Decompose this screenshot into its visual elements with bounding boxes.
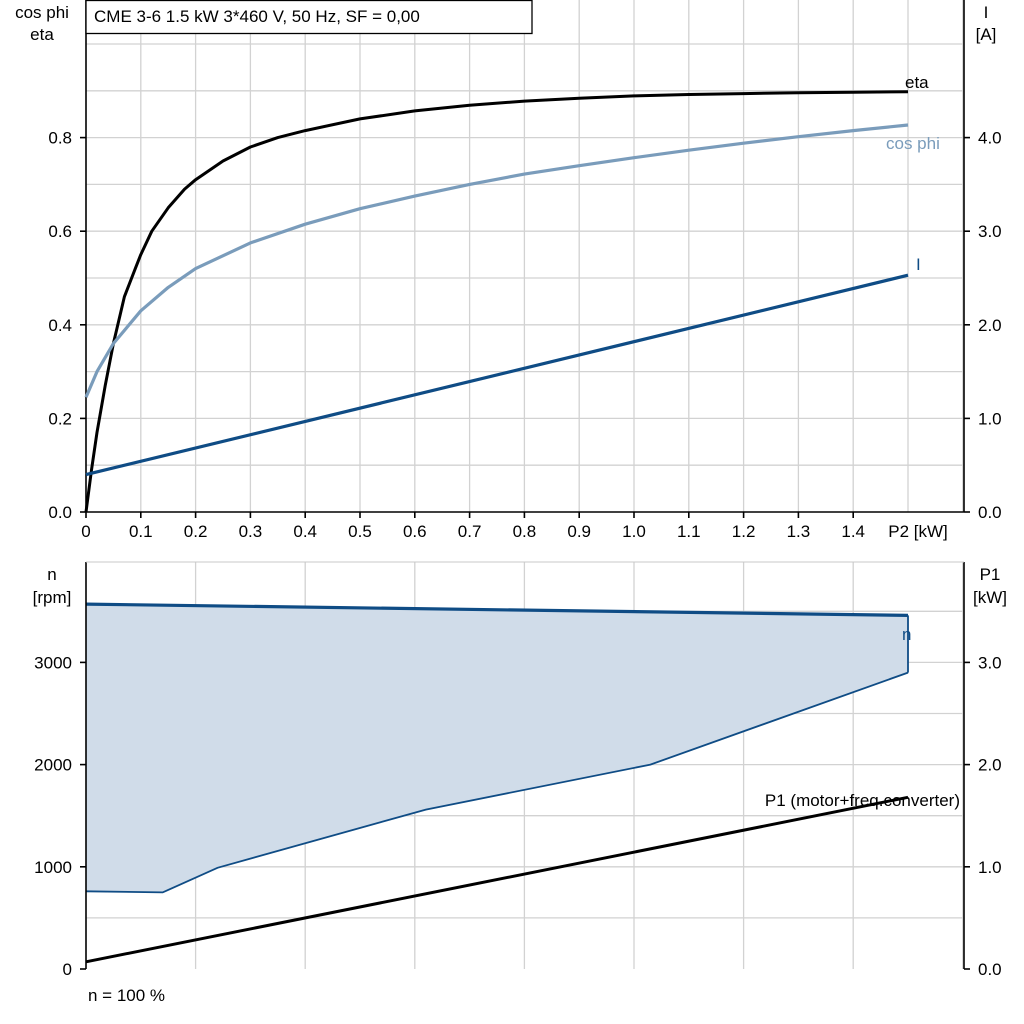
right-tick-label: 4.0 (978, 129, 1002, 148)
left-tick-label: 0.2 (48, 409, 72, 428)
n-lower-line (85, 671, 909, 894)
x-tick-label: 0.2 (184, 522, 208, 541)
title-box (85, 0, 533, 35)
chart-title: CME 3-6 1.5 kW 3*460 V, 50 Hz, SF = 0,00 (94, 7, 420, 26)
x-tick-label: 1.3 (787, 522, 811, 541)
left-axis-title-line2: eta (30, 25, 54, 44)
right-tick-label: 1.0 (978, 409, 1002, 428)
left-tick-label: 0.0 (48, 503, 72, 522)
bottom-right-tick-label: 1.0 (978, 858, 1002, 877)
x-tick-label: 0.7 (458, 522, 482, 541)
left-tick-label: 0.4 (48, 316, 72, 335)
x-tick-label: 0 (81, 522, 90, 541)
bottom-right-axis-title-line1: P1 (980, 565, 1001, 584)
x-tick-label: 0.4 (293, 522, 317, 541)
x-tick-label: 0.5 (348, 522, 372, 541)
bottom-left-tick-label: 3000 (34, 653, 72, 672)
bottom-right-axis-title-line2: [kW] (973, 588, 1007, 607)
series-label-p1: P1 (motor+freq.converter) (765, 791, 960, 810)
series-line-p1 (85, 795, 909, 964)
x-axis-unit-label: P2 [kW] (888, 522, 948, 541)
series-label-i: I (916, 255, 921, 274)
left-tick-label: 0.8 (48, 129, 72, 148)
bottom-left-axis-title-line1: n (47, 565, 56, 584)
x-tick-label: 0.1 (129, 522, 153, 541)
bottom-left-tick-label: 0 (63, 960, 72, 979)
left-tick-label: 0.6 (48, 222, 72, 241)
bottom-right-tick-label: 0.0 (978, 960, 1002, 979)
bottom-right-tick-label: 3.0 (978, 653, 1002, 672)
bottom-right-tick-label: 2.0 (978, 756, 1002, 775)
x-tick-label: 1.2 (732, 522, 756, 541)
speed-footnote: n = 100 % (88, 986, 165, 1005)
x-tick-label: 1.4 (841, 522, 865, 541)
series-label-n: n (902, 625, 911, 644)
left-axis-title-line1: cos phi (15, 3, 69, 22)
series-label-eta: eta (905, 73, 929, 92)
series-line-cos-phi (84, 123, 909, 398)
n-area-fill (86, 604, 908, 893)
right-tick-label: 2.0 (978, 316, 1002, 335)
right-tick-label: 0.0 (978, 503, 1002, 522)
x-tick-label: 1.1 (677, 522, 701, 541)
x-tick-label: 0.3 (239, 522, 263, 541)
series-label-cos-phi: cos phi (886, 134, 940, 153)
x-tick-label: 0.6 (403, 522, 427, 541)
x-tick-label: 1.0 (622, 522, 646, 541)
right-axis-title-line1: I (984, 3, 989, 22)
bottom-left-tick-label: 1000 (34, 858, 72, 877)
right-axis-title-line2: [A] (976, 25, 997, 44)
x-tick-label: 0.9 (567, 522, 591, 541)
top-chart: 0.0 0.2 0.4 0.6 0.8 0.0 1.0 2.0 3.0 4.0 0 0.1 0.2 0.3… (15, 0, 1002, 541)
n-upper-line (85, 602, 909, 617)
series-line-eta (84, 90, 909, 513)
x-tick-label: 0.8 (513, 522, 537, 541)
bottom-chart: n P1 (motor+freq.converter) 0 1000 2000 3000 0… (33, 561, 1007, 1005)
bottom-left-tick-label: 2000 (34, 756, 72, 775)
right-tick-label: 3.0 (978, 222, 1002, 241)
bottom-left-axis-title-line2: [rpm] (33, 588, 72, 607)
series-line-i (85, 273, 909, 477)
